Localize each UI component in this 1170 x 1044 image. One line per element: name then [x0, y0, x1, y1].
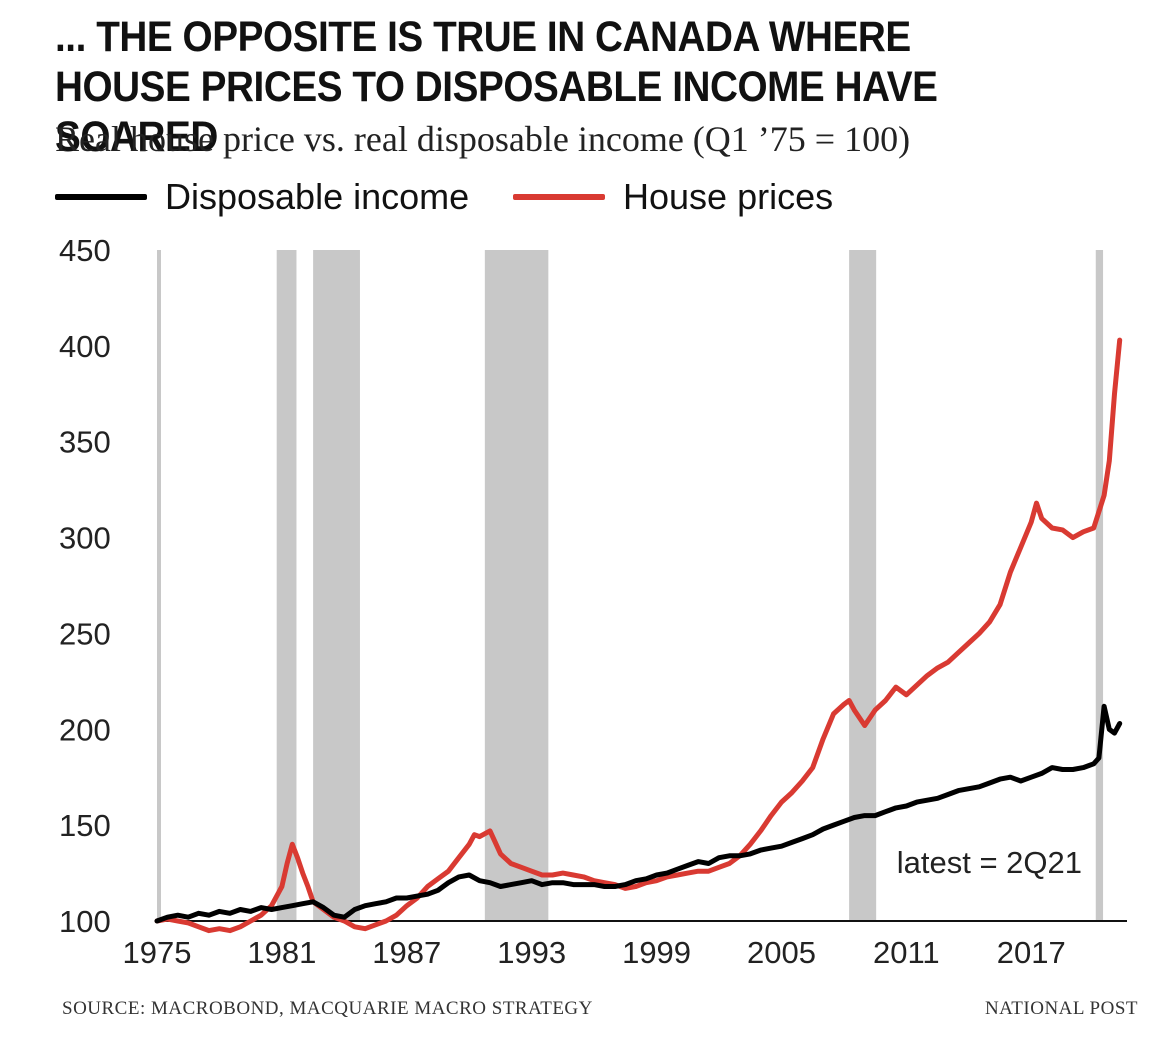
legend-item-disposable-income: Disposable income	[55, 172, 469, 222]
x-tick-label-2017: 2017	[997, 935, 1066, 970]
latest-annotation: latest = 2Q21	[897, 845, 1082, 880]
y-tick-label-100: 100	[59, 904, 111, 939]
x-tick-label-1999: 1999	[622, 935, 691, 970]
chart-subtitle: Real house price vs. real disposable inc…	[55, 119, 911, 159]
chart-legend: Disposable income House prices	[55, 172, 1155, 222]
legend-swatch-house-prices	[513, 194, 605, 200]
x-tick-label-2011: 2011	[873, 935, 940, 970]
y-tick-label-300: 300	[59, 521, 111, 556]
x-tick-label-1993: 1993	[497, 935, 566, 970]
y-tick-label-450: 450	[59, 233, 111, 268]
series-line-disposable-income	[154, 703, 1123, 924]
footer-source: SOURCE: MACROBOND, MACQUARIE MACRO STRAT…	[62, 998, 593, 1019]
chart-series	[154, 337, 1123, 934]
recession-bands	[157, 250, 1104, 921]
x-tick-label-1987: 1987	[372, 935, 441, 970]
recession-band-1	[157, 250, 161, 921]
y-tick-label-200: 200	[59, 712, 111, 747]
y-tick-label-150: 150	[59, 808, 111, 843]
footer-publisher: NATIONAL POST	[984, 998, 1138, 1019]
legend-label-disposable-income: Disposable income	[165, 176, 470, 217]
x-tick-label-1981: 1981	[247, 935, 316, 970]
legend-swatch-disposable-income	[55, 194, 147, 200]
chart-axes: 100 150 200 250 300 350 400 450 1975 1981 1987 1993…	[59, 233, 1127, 970]
y-tick-label-250: 250	[59, 616, 111, 651]
recession-band-3	[313, 250, 360, 921]
series-line-house-prices	[154, 337, 1123, 934]
legend-label-house-prices: House prices	[623, 176, 834, 217]
x-tick-label-1975: 1975	[123, 935, 192, 970]
recession-band-2	[276, 250, 297, 921]
recession-band-6	[1095, 250, 1104, 921]
y-tick-label-350: 350	[59, 425, 111, 460]
y-tick-label-400: 400	[59, 329, 111, 364]
chart-title: ... THE OPPOSITE IS TRUE IN CANADA WHERE…	[55, 13, 938, 161]
x-tick-label-2005: 2005	[747, 935, 816, 970]
line-chart: 100 150 200 250 300 350 400 450 1975 1981 1987 1993…	[59, 233, 1127, 970]
recession-band-5	[849, 250, 877, 921]
recession-band-4	[484, 250, 549, 921]
legend-item-house-prices: House prices	[513, 172, 833, 222]
